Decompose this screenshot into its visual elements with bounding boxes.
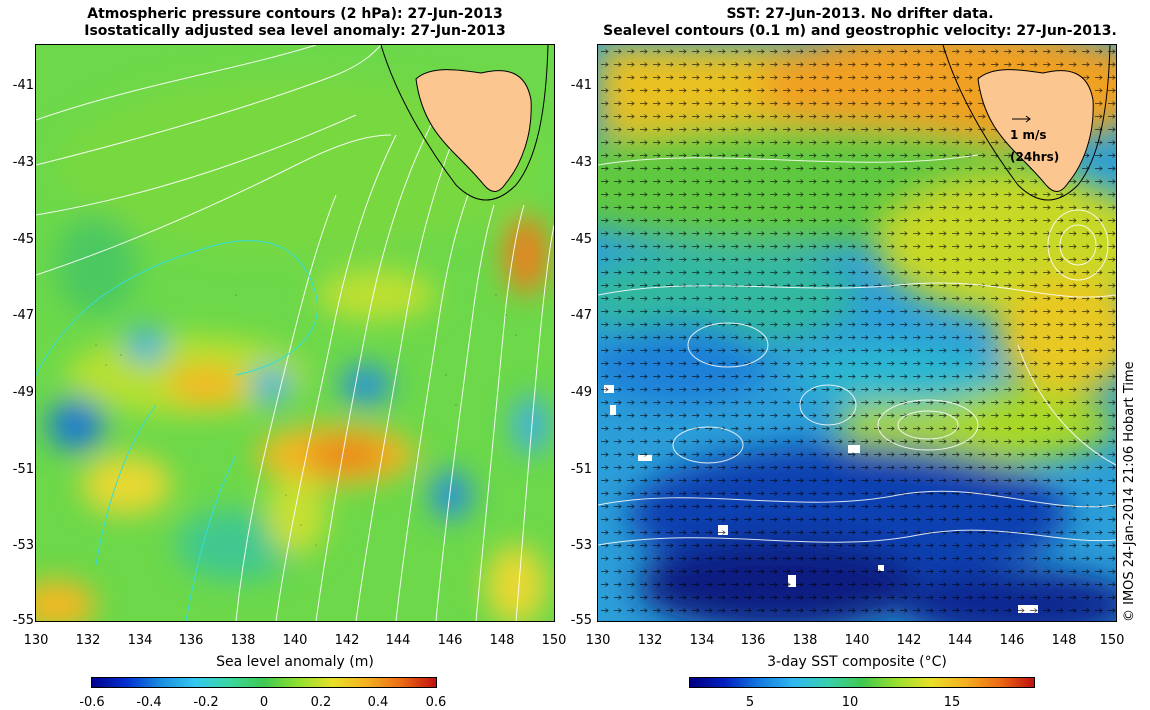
colorbar-tick: 0 [259, 695, 269, 710]
right-map-sst [597, 44, 1117, 622]
lon-tick: 130 [23, 633, 49, 648]
lon-tick: 142 [896, 633, 922, 648]
lon-tick: 148 [1051, 633, 1077, 648]
right-title-line2: Sealevel contours (0.1 m) and geostrophi… [603, 23, 1117, 39]
lat-tick: -45 [570, 232, 592, 247]
lat-tick: -45 [12, 232, 34, 247]
lon-tick: 134 [127, 633, 153, 648]
lon-tick: 146 [437, 633, 463, 648]
colorbar-tick: 0.6 [425, 695, 447, 710]
lon-tick: 138 [792, 633, 818, 648]
lon-tick: 140 [282, 633, 308, 648]
lat-tick: -55 [12, 613, 34, 628]
lon-tick: 136 [178, 633, 204, 648]
lat-tick: -49 [570, 385, 592, 400]
lat-tick: -41 [12, 78, 34, 93]
lat-tick: -49 [12, 385, 34, 400]
lat-tick: -53 [570, 538, 592, 553]
lat-tick: -53 [12, 538, 34, 553]
right-colorbar [689, 677, 1035, 688]
left-title: Atmospheric pressure contours (2 hPa): 2… [36, 6, 554, 40]
lon-tick: 142 [334, 633, 360, 648]
lon-tick: 134 [689, 633, 715, 648]
lat-tick: -51 [12, 462, 34, 477]
lon-tick: 144 [385, 633, 411, 648]
velocity-scale-label: 1 m/s (24hrs) [1010, 124, 1059, 168]
right-title-line1: SST: 27-Jun-2013. No drifter data. [726, 6, 994, 22]
lon-tick: 150 [1099, 633, 1125, 648]
colorbar-tick: -0.2 [193, 695, 219, 710]
right-colorbar-label: 3-day SST composite (°C) [767, 654, 947, 670]
colorbar-tick: 10 [841, 695, 859, 710]
lon-tick: 144 [947, 633, 973, 648]
velocity-scale-duration: (24hrs) [1010, 150, 1060, 164]
lat-tick: -41 [570, 78, 592, 93]
lon-tick: 148 [489, 633, 515, 648]
colorbar-tick: -0.6 [79, 695, 105, 710]
lon-tick: 138 [230, 633, 256, 648]
colorbar-tick: 5 [745, 695, 755, 710]
left-title-line2: Isostatically adjusted sea level anomaly… [84, 23, 506, 39]
lon-tick: 132 [637, 633, 663, 648]
lat-tick: -43 [12, 155, 34, 170]
right-title: SST: 27-Jun-2013. No drifter data. Seale… [560, 6, 1150, 40]
left-colorbar [91, 677, 437, 688]
left-colorbar-label: Sea level anomaly (m) [216, 654, 374, 670]
lon-tick: 132 [75, 633, 101, 648]
colorbar-tick: 0.4 [367, 695, 389, 710]
lon-tick: 130 [585, 633, 611, 648]
lat-tick: -47 [570, 308, 592, 323]
lon-tick: 140 [844, 633, 870, 648]
colorbar-tick: 15 [943, 695, 961, 710]
colorbar-tick: -0.4 [136, 695, 162, 710]
lat-tick: -47 [12, 308, 34, 323]
left-title-line1: Atmospheric pressure contours (2 hPa): 2… [87, 6, 503, 22]
colorbar-tick: 0.2 [310, 695, 332, 710]
lat-tick: -51 [570, 462, 592, 477]
lon-tick: 136 [740, 633, 766, 648]
velocity-scale-speed: 1 m/s [1010, 128, 1047, 142]
lon-tick: 146 [999, 633, 1025, 648]
lon-tick: 150 [541, 633, 567, 648]
imos-credit: © IMOS 24-Jan-2014 21:06 Hobart Time [1122, 361, 1137, 622]
lat-tick: -55 [570, 613, 592, 628]
left-map-sea-level-anomaly [35, 44, 555, 622]
lat-tick: -43 [570, 155, 592, 170]
